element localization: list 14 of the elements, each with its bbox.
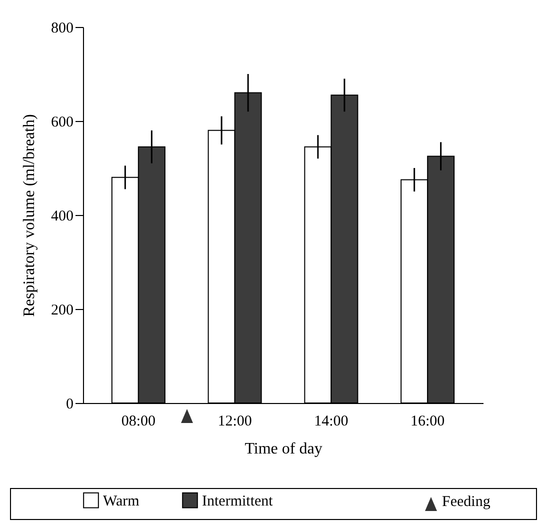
x-tick-label: 16:00 — [410, 414, 445, 430]
y-tick-label: 200 — [51, 302, 74, 318]
x-axis-title: Time of day — [244, 440, 322, 458]
y-tick-label: 800 — [51, 20, 74, 36]
y-tick-label: 400 — [51, 208, 74, 224]
x-tick-label: 14:00 — [314, 414, 348, 430]
x-tick-label: 08:00 — [121, 414, 156, 430]
legend-label: Warm — [103, 493, 140, 510]
x-tick-label: 12:00 — [218, 414, 252, 430]
y-axis-title: Respiratory volume (ml/breath) — [21, 114, 38, 317]
legend-label: Intermittent — [202, 493, 274, 510]
y-tick-label: 0 — [66, 396, 74, 412]
y-tick-label: 600 — [51, 114, 74, 130]
text: Feeding — [442, 494, 490, 511]
